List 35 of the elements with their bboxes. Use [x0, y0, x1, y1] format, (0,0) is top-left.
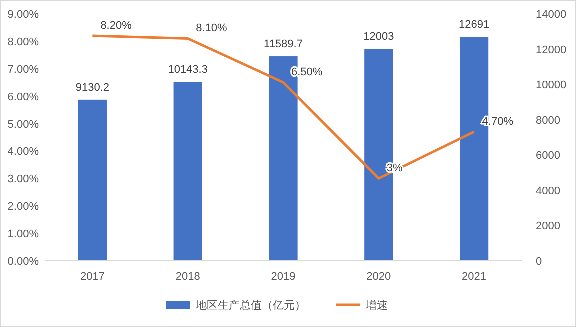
data-label: 11589.7 — [264, 38, 303, 51]
y2-tick-label: 10000 — [536, 80, 567, 92]
data-label: 12691 — [459, 19, 490, 32]
x-tick-label: 2018 — [176, 271, 200, 283]
y-tick-label: 9.00% — [8, 9, 40, 21]
x-tick-label: 2021 — [462, 271, 487, 283]
x-tick-label: 2017 — [80, 271, 105, 283]
y2-tick-label: 8000 — [536, 114, 560, 127]
data-label: 8.10% — [196, 22, 228, 35]
data-label: 8.20% — [100, 20, 132, 32]
data-label: 3% — [386, 162, 404, 175]
x-tick-label: 2019 — [271, 271, 296, 283]
x-tick-label: 2020 — [366, 271, 392, 283]
y2-tick-label: 6000 — [536, 150, 560, 162]
y2-tick-label: 0 — [536, 256, 542, 268]
y-tick-label: 6.00% — [8, 91, 40, 104]
bar — [174, 82, 202, 261]
legend-label: 地区生产总值（亿元） — [195, 299, 306, 312]
y-tick-label: 0.00% — [8, 256, 40, 268]
y2-tick-label: 12000 — [536, 44, 567, 56]
y-tick-label: 1.00% — [8, 228, 40, 241]
y2-tick-label: 4000 — [536, 185, 560, 198]
data-label: 12003 — [364, 31, 394, 44]
y2-tick-label: 14000 — [536, 9, 567, 21]
y-tick-label: 3.00% — [8, 174, 40, 186]
y-tick-label: 2.00% — [8, 201, 40, 214]
y-tick-label: 8.00% — [8, 36, 40, 48]
bar — [78, 100, 108, 261]
y-tick-label: 5.00% — [8, 118, 40, 131]
data-label: 9130.2 — [76, 82, 110, 94]
y-tick-label: 7.00% — [8, 64, 40, 76]
y-tick-label: 4.00% — [8, 146, 40, 158]
y2-tick-label: 2000 — [536, 220, 560, 233]
legend-label: 增速 — [365, 299, 388, 312]
data-label: 10143.3 — [168, 64, 208, 76]
